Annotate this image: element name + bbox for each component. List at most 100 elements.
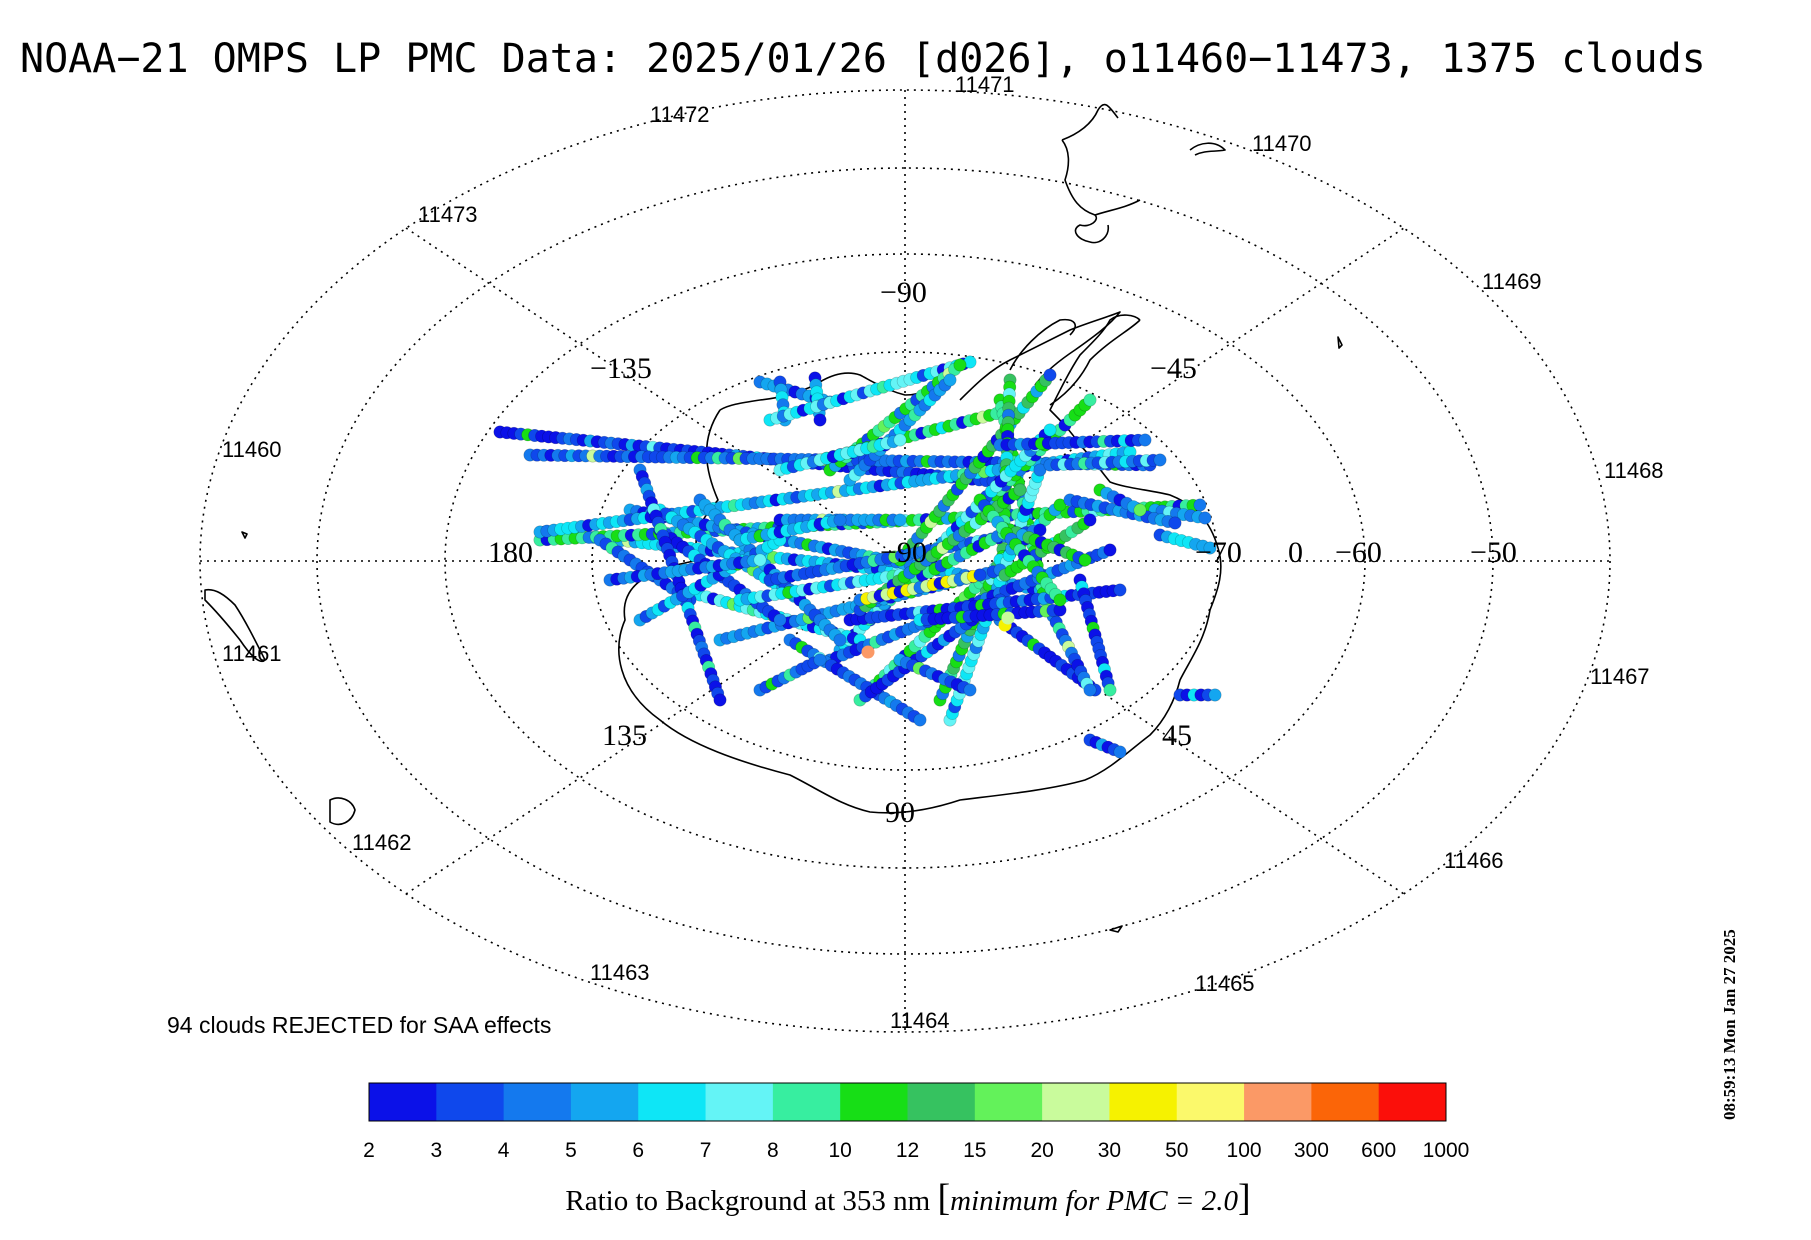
lat-label-minus60: −60 <box>1335 536 1382 569</box>
colorbar-swatch <box>772 1083 841 1121</box>
pmc-cloud-point <box>1198 511 1212 525</box>
colorbar-tick-label: 15 <box>963 1139 986 1162</box>
colorbar-tick-label: 12 <box>896 1139 919 1162</box>
small-island-3 <box>1109 925 1123 933</box>
colorbar-tick-label: 1000 <box>1423 1139 1470 1162</box>
small-island-1 <box>241 531 248 539</box>
pmc-cloud-point <box>1083 683 1097 697</box>
pmc-cloud-point <box>1043 423 1057 437</box>
pmc-cloud-point <box>1033 463 1047 477</box>
pmc-cloud-point <box>963 683 977 697</box>
colorbar-tick-label: 2 <box>363 1139 375 1162</box>
pmc-cloud-point <box>753 553 767 567</box>
orbit-label-11465: 11465 <box>1195 971 1255 996</box>
pmc-cloud-point <box>833 633 847 647</box>
colorbar-tick-label: 600 <box>1361 1139 1396 1162</box>
pmc-cloud-point <box>861 645 875 659</box>
colorbar-tick-label: 6 <box>632 1139 644 1162</box>
pmc-cloud-point <box>1133 503 1147 517</box>
pmc-cloud-tracks <box>493 355 1222 759</box>
colorbar-swatch <box>436 1083 505 1121</box>
pmc-cloud-point <box>1193 498 1207 512</box>
lat-label-minus70: −70 <box>1195 536 1242 569</box>
colorbar-swatch <box>1042 1083 1110 1121</box>
colorbar-swatch <box>840 1083 908 1121</box>
lat-ring-outer <box>199 89 1611 1033</box>
colorbar-swatch <box>638 1083 707 1121</box>
orbit-label-11469: 11469 <box>1482 269 1542 294</box>
colorbar-label-bracket-open: [ <box>937 1177 950 1219</box>
colorbar-label-italic: minimum for PMC = 2.0 <box>950 1185 1238 1217</box>
antarctica-coastline <box>618 314 1222 814</box>
pmc-cloud-point <box>913 713 927 727</box>
lat-ring-50 <box>316 167 1494 955</box>
pmc-cloud-point <box>813 413 827 427</box>
pmc-cloud-point <box>1001 611 1015 625</box>
pmc-cloud-point <box>1043 368 1057 382</box>
colorbar-swatch <box>705 1083 774 1121</box>
colorbar-swatch <box>570 1083 639 1121</box>
orbit-label-11464: 11464 <box>890 1008 950 1033</box>
colorbar-swatch <box>1109 1083 1178 1121</box>
colorbar-tick-label: 20 <box>1030 1139 1053 1162</box>
lon-label-135: 135 <box>602 719 647 752</box>
colorbar-swatch <box>1311 1083 1380 1121</box>
colorbar-swatches <box>369 1083 1447 1121</box>
orbit-label-11462: 11462 <box>352 830 412 855</box>
colorbar-label: Ratio to Background at 353 nm [minimum f… <box>565 1177 1250 1219</box>
lon-label-minus45: −45 <box>1150 352 1197 385</box>
colorbar-swatch <box>503 1083 572 1121</box>
pmc-cloud-point <box>713 693 727 707</box>
rejected-clouds-note: 94 clouds REJECTED for SAA effects <box>167 1012 551 1038</box>
lon-label-0: 0 <box>1288 536 1303 569</box>
lat-label-minus50: −50 <box>1470 536 1517 569</box>
colorbar-tick-label: 300 <box>1294 1139 1329 1162</box>
pmc-cloud-point <box>943 373 957 387</box>
orbit-label-11470: 11470 <box>1252 131 1312 156</box>
timestamp: 08:59:13 Mon Jan 27 2025 <box>1720 929 1739 1120</box>
orbit-label-11466: 11466 <box>1444 848 1504 873</box>
pmc-cloud-point <box>1013 483 1027 497</box>
polar-map: −90 −135 −45 180 0 135 45 90 −90 −70 −60… <box>199 72 1664 1033</box>
lon-label-180: 180 <box>488 536 533 569</box>
lon-label-minus90-top: −90 <box>880 276 927 309</box>
colorbar-label-main: Ratio to Background at 353 nm <box>565 1185 937 1217</box>
orbit-label-11472: 11472 <box>650 102 710 127</box>
colorbar-tick-label: 30 <box>1098 1139 1121 1162</box>
lon-label-45: 45 <box>1162 719 1192 752</box>
pmc-cloud-point <box>1083 393 1097 407</box>
colorbar-tick-label: 10 <box>829 1139 852 1162</box>
colorbar-tick-label: 4 <box>498 1139 510 1162</box>
south-america-coastline <box>1061 103 1226 244</box>
colorbar-swatch <box>1244 1083 1312 1121</box>
colorbar-swatch <box>974 1083 1043 1121</box>
colorbar-tick-label: 50 <box>1165 1139 1188 1162</box>
pmc-cloud-point <box>1113 583 1127 597</box>
pmc-cloud-point <box>1203 541 1217 555</box>
colorbar-swatch <box>369 1083 437 1121</box>
new-zealand-coastline <box>204 588 356 826</box>
colorbar-tick-label: 100 <box>1227 1139 1262 1162</box>
orbit-label-11467: 11467 <box>1590 664 1650 689</box>
lat-label-minus90: −90 <box>880 536 927 569</box>
pmc-cloud-point <box>1168 516 1182 530</box>
pmc-cloud-point <box>1053 498 1067 512</box>
pmc-cloud-point <box>1053 593 1067 607</box>
colorbar-tick-label: 5 <box>565 1139 577 1162</box>
orbit-label-11468: 11468 <box>1604 458 1664 483</box>
pmc-cloud-point <box>1138 433 1152 447</box>
colorbar-tick-label: 8 <box>767 1139 779 1162</box>
colorbar-tick-label: 3 <box>430 1139 442 1162</box>
orbit-label-11463: 11463 <box>590 960 650 985</box>
lon-label-minus135: −135 <box>590 352 652 385</box>
pmc-cloud-point <box>893 433 907 447</box>
small-island-2 <box>1337 336 1343 349</box>
pmc-cloud-point <box>1103 543 1117 557</box>
pmc-cloud-point <box>833 513 847 527</box>
pmc-cloud-point <box>953 358 967 372</box>
lon-label-90: 90 <box>885 796 915 829</box>
pmc-cloud-point <box>1153 453 1167 467</box>
colorbar-swatch <box>1378 1083 1447 1121</box>
